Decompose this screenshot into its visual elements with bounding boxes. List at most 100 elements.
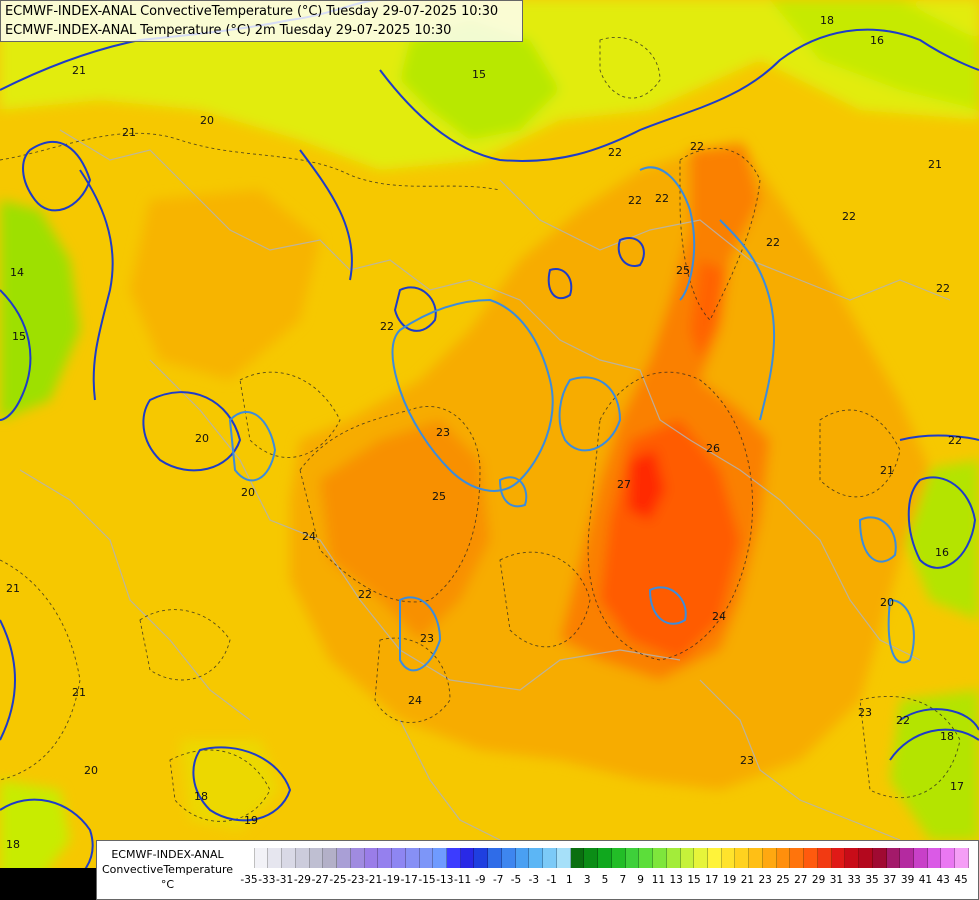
legend-tick-label: 5 bbox=[601, 874, 609, 886]
legend-tick-label: 35 bbox=[865, 874, 879, 886]
contour-label: 27 bbox=[617, 478, 631, 491]
contour-label: 22 bbox=[896, 714, 910, 727]
contour-label: 22 bbox=[936, 282, 950, 295]
contour-label: 21 bbox=[122, 126, 136, 139]
legend-swatch bbox=[762, 848, 777, 868]
contour-label: 16 bbox=[935, 546, 949, 559]
legend-tick-label: 23 bbox=[758, 874, 772, 886]
field-core bbox=[628, 450, 665, 520]
field-hot-west bbox=[320, 420, 490, 640]
legend-swatch bbox=[378, 848, 393, 868]
dashed-contours bbox=[0, 36, 961, 822]
legend-tick-label: -25 bbox=[329, 874, 347, 886]
legend-tick-label: 37 bbox=[883, 874, 897, 886]
legend-variable: ConvectiveTemperature bbox=[101, 863, 234, 876]
map-title-box: ECMWF-INDEX-ANAL ConvectiveTemperature (… bbox=[0, 0, 523, 42]
contour-label: 16 bbox=[870, 34, 884, 47]
contour-label: 21 bbox=[928, 158, 942, 171]
legend-tick-label: -29 bbox=[293, 874, 311, 886]
legend-tick-label: -23 bbox=[347, 874, 365, 886]
legend-swatch bbox=[817, 848, 832, 868]
contour-labels: 21 20 21 15 18 16 22 22 22 22 22 21 22 2… bbox=[6, 14, 964, 851]
contour-label: 18 bbox=[820, 14, 834, 27]
legend-swatch bbox=[282, 848, 296, 868]
field-green-southeast bbox=[890, 690, 979, 840]
legend-swatch bbox=[529, 848, 544, 868]
legend-swatch bbox=[447, 848, 461, 868]
title-2m-temperature: ECMWF-INDEX-ANAL Temperature (°C) 2m Tue… bbox=[5, 23, 452, 38]
contour-label: 18 bbox=[6, 838, 20, 851]
legend-tick-label: -5 bbox=[510, 874, 522, 886]
field-cool-south bbox=[180, 740, 280, 830]
contour-label: 22 bbox=[690, 140, 704, 153]
contour-label: 20 bbox=[200, 114, 214, 127]
legend-swatch bbox=[268, 848, 283, 868]
legend-unit: °C bbox=[160, 878, 175, 891]
contour-label: 22 bbox=[608, 146, 622, 159]
contour-label: 24 bbox=[712, 610, 726, 623]
contour-label: 26 bbox=[706, 442, 720, 455]
contour-label: 25 bbox=[432, 490, 446, 503]
legend-swatch bbox=[474, 848, 489, 868]
legend-swatch bbox=[831, 848, 846, 868]
legend-swatch bbox=[859, 848, 873, 868]
contour-label: 20 bbox=[241, 486, 255, 499]
legend-tick-label: 41 bbox=[918, 874, 933, 886]
legend-swatch bbox=[460, 848, 475, 868]
contour-label: 22 bbox=[766, 236, 780, 249]
title-convective-temperature: ECMWF-INDEX-ANAL ConvectiveTemperature (… bbox=[5, 4, 499, 19]
legend-tick-label: -9 bbox=[475, 874, 486, 886]
map-edge-strip bbox=[0, 868, 96, 900]
legend-tick-label: -3 bbox=[528, 874, 540, 886]
contour-label: 15 bbox=[12, 330, 26, 343]
contour-label: 24 bbox=[302, 530, 316, 543]
legend-tick-label: 19 bbox=[722, 874, 737, 886]
legend-swatch bbox=[350, 848, 365, 868]
legend-swatch bbox=[845, 848, 860, 868]
legend-swatch bbox=[666, 848, 681, 868]
field-very-hot bbox=[690, 260, 725, 360]
legend-swatch bbox=[488, 848, 502, 868]
contour-label: 23 bbox=[740, 754, 754, 767]
legend-swatch bbox=[707, 848, 722, 868]
legend-tick-label: 15 bbox=[687, 874, 701, 886]
legend-swatch bbox=[721, 848, 736, 868]
field-green-southwest bbox=[0, 780, 70, 880]
legend-tick-label: 43 bbox=[936, 874, 950, 886]
legend-swatch bbox=[598, 848, 612, 868]
contour-label: 22 bbox=[380, 320, 394, 333]
contour-label: 14 bbox=[10, 266, 24, 279]
legend-tick-label: -7 bbox=[492, 874, 504, 886]
contour-label: 21 bbox=[880, 464, 894, 477]
legend-tick-label: 17 bbox=[705, 874, 719, 886]
field-green-northeast bbox=[770, 0, 979, 110]
legend-tick-label: 29 bbox=[811, 874, 826, 886]
legend-swatch bbox=[625, 848, 640, 868]
legend-swatch bbox=[900, 848, 914, 868]
legend-tick-label: 3 bbox=[583, 874, 591, 886]
legend-swatch bbox=[694, 848, 708, 868]
legend-tick-label: -27 bbox=[311, 874, 329, 886]
contour-label: 18 bbox=[194, 790, 208, 803]
contour-label: 20 bbox=[195, 432, 209, 445]
legend-swatch bbox=[241, 848, 255, 868]
legend-swatch bbox=[584, 848, 599, 868]
legend-tick-label: -15 bbox=[418, 874, 436, 886]
legend-swatch bbox=[872, 848, 887, 868]
legend-swatch bbox=[309, 848, 324, 868]
contour-label: 23 bbox=[420, 632, 434, 645]
legend-tick-label: -33 bbox=[258, 874, 276, 886]
legend-swatch bbox=[433, 848, 448, 868]
legend-tick-label: 21 bbox=[740, 874, 755, 886]
contour-label: 19 bbox=[244, 814, 258, 827]
legend-swatch bbox=[804, 848, 818, 868]
legend-swatch bbox=[323, 848, 338, 868]
color-legend: ECMWF-INDEX-ANAL ConvectiveTemperature °… bbox=[96, 840, 979, 900]
contour-label: 22 bbox=[948, 434, 962, 447]
legend-swatch bbox=[392, 848, 406, 868]
legend-swatch bbox=[886, 848, 901, 868]
legend-tick-label: 7 bbox=[619, 874, 627, 886]
legend-tick-label: -35 bbox=[240, 874, 258, 886]
legend-source: ECMWF-INDEX-ANAL bbox=[111, 848, 224, 861]
